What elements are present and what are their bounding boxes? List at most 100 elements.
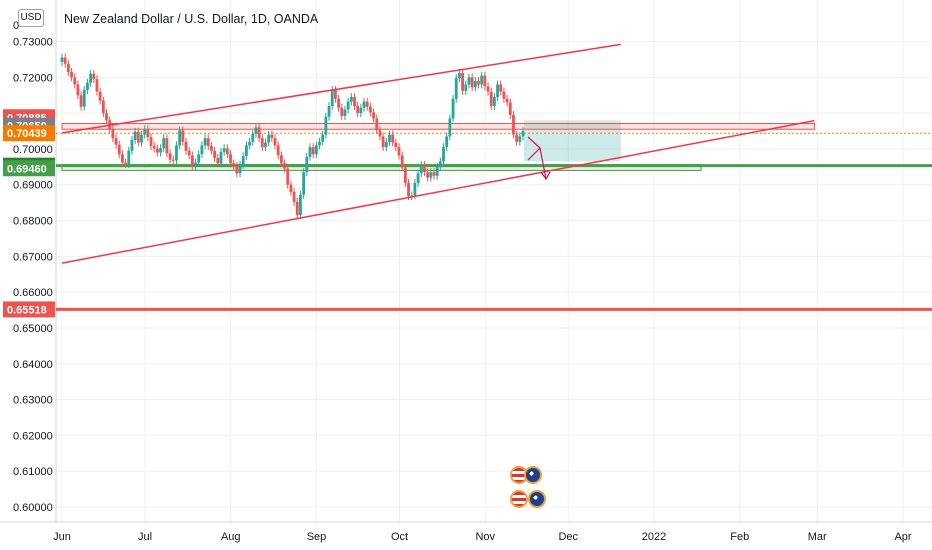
candle-body [295,201,299,216]
candle-body [190,155,194,167]
candle-body [181,130,185,142]
candle-body [279,155,283,164]
candle-body [276,145,280,156]
candle-body [267,134,271,143]
y-tick-label: 0.64000 [13,359,53,371]
candle-body [92,73,96,80]
price-label: 0.69460 [7,163,47,175]
candle-body [143,129,147,135]
candle-body [168,153,172,160]
candle-body [464,84,468,91]
price-label: 0.70439 [7,128,47,140]
channel-lower [61,119,815,264]
candle-body [394,142,398,148]
candle-body [384,141,388,148]
y-tick-label: 0.73000 [13,37,53,49]
candle-body [330,89,334,106]
candle-body [410,195,414,197]
candle-body [365,101,369,107]
candle-body [451,98,455,119]
candle-body [111,129,115,139]
candle-body [235,166,239,174]
candle-body [66,63,70,72]
candle-body [289,184,293,192]
x-tick-label: Sep [307,531,327,543]
candle-body [229,154,232,164]
candle-body [216,157,220,164]
candle-body [334,89,337,99]
candle-body [337,98,340,108]
y-tick-label: 0.67000 [13,251,53,263]
candle-body [442,147,445,162]
candle-body [413,182,417,196]
candle-body [232,163,236,167]
x-tick-label: Apr [894,531,911,543]
candle-body [499,84,503,92]
candle-body [346,101,350,110]
nz-flag-icon[interactable] [524,466,542,484]
candle-body [136,131,140,143]
candle-body [486,86,490,92]
candle-body [362,101,366,108]
candle-body [508,102,512,115]
candle-body [63,57,67,64]
candle-body [146,129,150,138]
candle-body [76,84,80,96]
candle-body [117,144,121,155]
candle-body [155,148,159,153]
y-tick-label: 0.69000 [13,180,53,192]
candle-body [225,148,229,155]
candle-body [305,156,309,173]
candle-body [327,105,331,117]
candle-body [254,127,258,134]
candle-body [187,150,191,156]
y-tick-label: 0.72000 [13,72,53,84]
candle-body [429,172,433,178]
candle-body [375,118,379,131]
candle-body [86,82,89,90]
x-tick-label: Jul [138,531,152,543]
candle-body [502,91,506,99]
candle-body [130,139,134,151]
candle-body [70,71,73,78]
price-label: 0.65518 [7,304,47,316]
candle-body [356,105,360,114]
arrow-head [540,171,551,181]
candle-body [60,57,64,62]
candle-body [480,75,484,85]
y-tick-label: 0.63000 [13,395,53,407]
candle-body [438,161,442,167]
y-tick-label-partial: 0 [13,20,19,32]
candle-body [299,194,302,216]
nz-flag-icon[interactable] [528,490,546,508]
candle-body [308,147,312,157]
candle-body [127,150,131,164]
candle-body [512,114,515,135]
x-tick-label: Jun [53,531,71,543]
candle-body [391,134,395,143]
candle-body [238,165,242,174]
candle-body [133,131,137,140]
candle-body [359,107,363,114]
us-flag-icon[interactable] [510,490,528,508]
candle-body [515,134,519,142]
x-tick-label: Oct [391,531,408,543]
y-tick-label: 0.62000 [13,430,53,442]
currency-button[interactable]: USD [18,9,44,27]
candle-body [492,97,496,106]
candle-body [95,79,99,92]
candle-body [432,172,436,176]
candle-body [121,154,124,163]
projection-box [523,120,621,162]
candle-body [178,130,182,146]
candle-body [372,112,375,119]
candle-body [448,118,452,137]
candle-body [213,150,217,158]
candle-body [483,75,487,87]
candle-body [343,109,347,116]
candle-body [273,138,277,146]
candle-body [435,166,439,176]
candle-body [245,145,248,157]
candle-body [114,138,118,145]
